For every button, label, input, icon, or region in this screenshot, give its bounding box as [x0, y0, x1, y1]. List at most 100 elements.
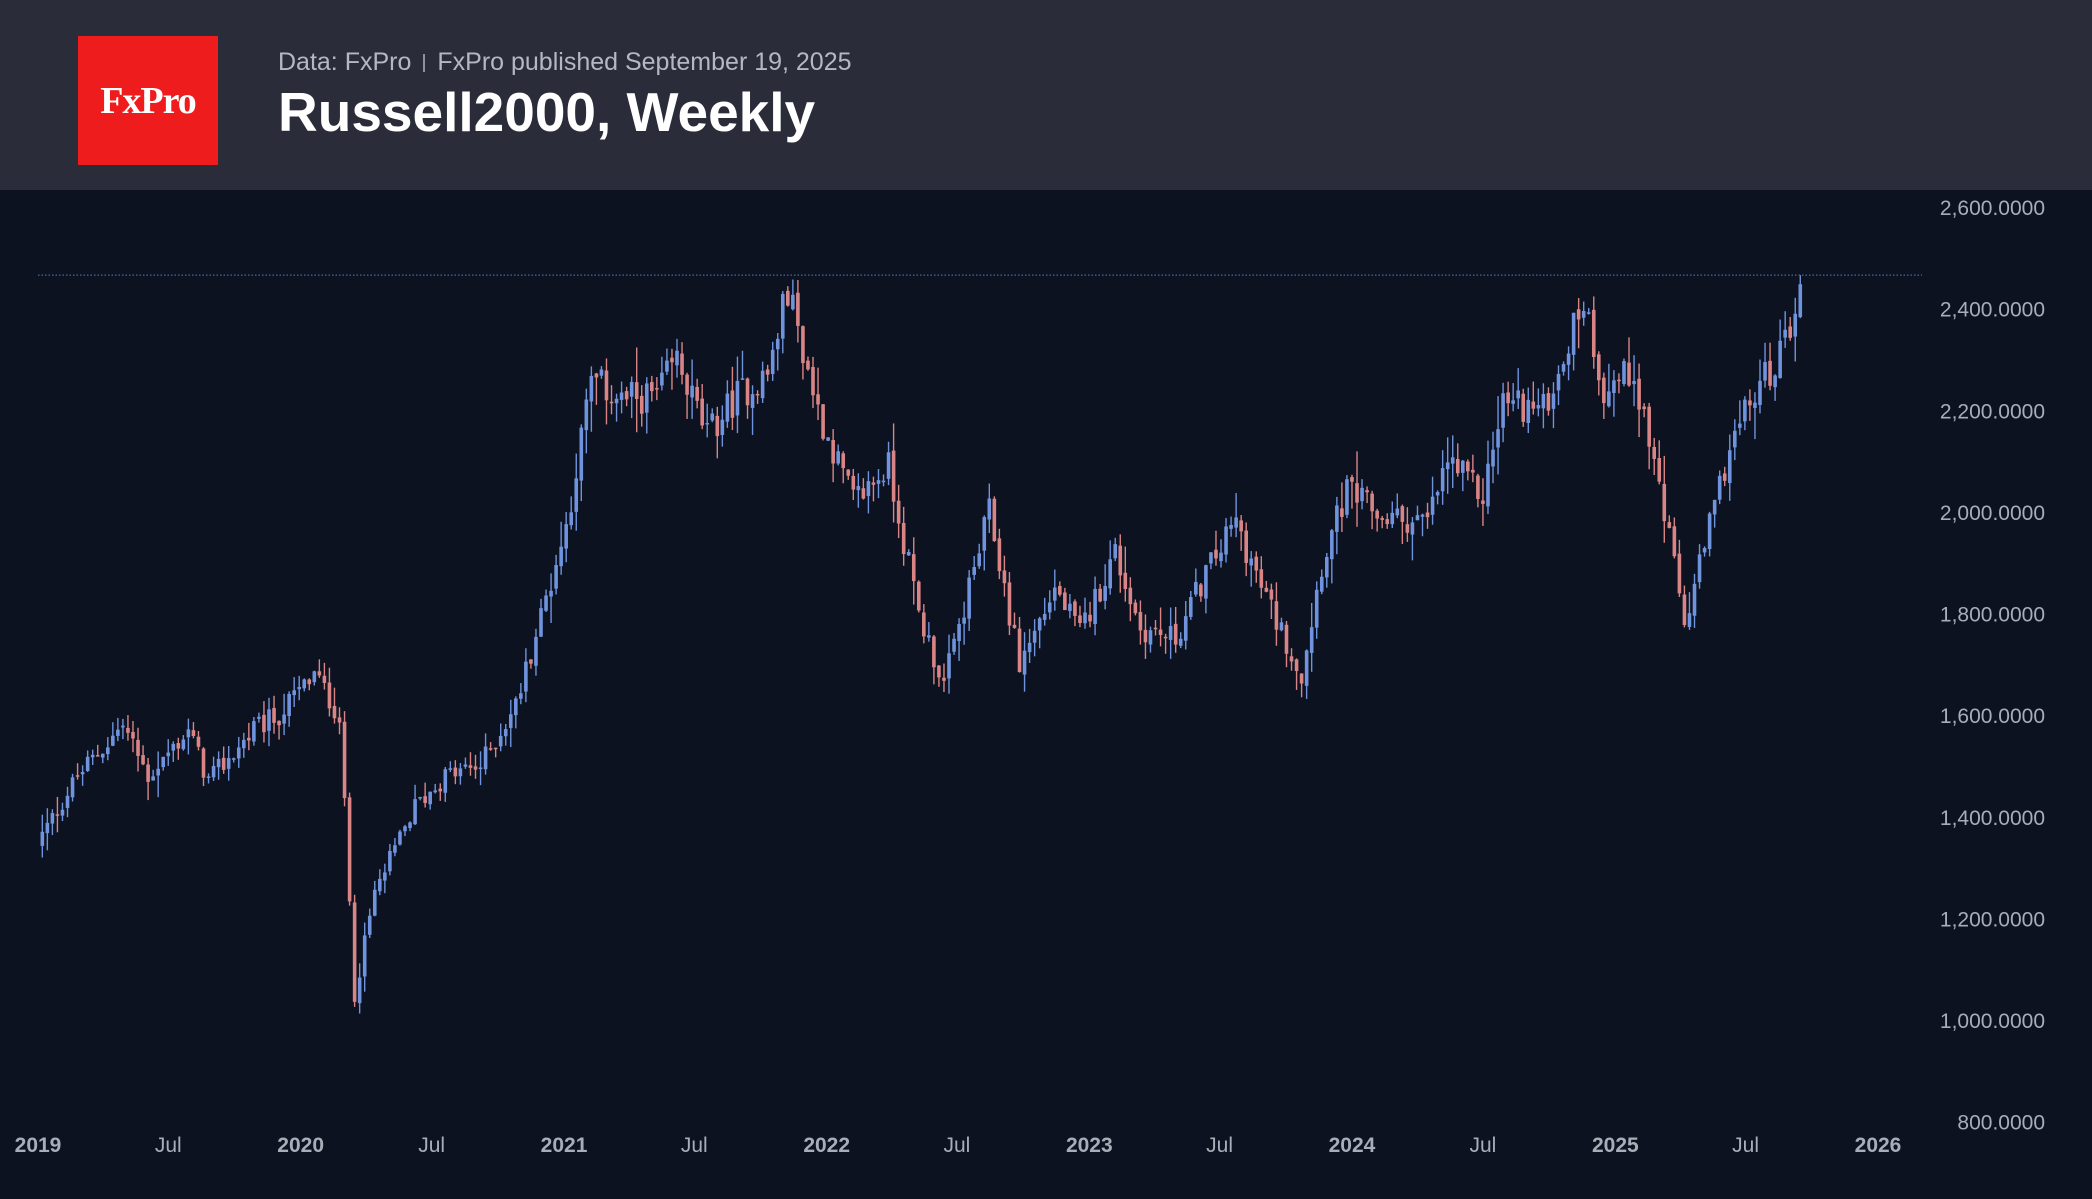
candle-body [121, 725, 125, 728]
candle-body [1335, 505, 1339, 532]
candle-body [775, 338, 780, 350]
candle-body [423, 796, 427, 804]
candle-body [1753, 402, 1757, 408]
candle-body [1581, 310, 1586, 318]
candle-body [841, 453, 846, 469]
candle-body [231, 758, 236, 760]
candle-body [1284, 624, 1289, 654]
candle-body [932, 636, 936, 668]
candle-body [1733, 430, 1737, 448]
candle-body [650, 382, 654, 392]
candle-body [644, 383, 649, 413]
candle-body [302, 679, 307, 689]
candle-body [1229, 525, 1233, 529]
candle-body [106, 747, 110, 755]
candle-body [1365, 490, 1369, 493]
chart-area[interactable]: 2,600.0000 2,400.0000 2,200.0000 2,000.0000… [0, 190, 2092, 1194]
candle-body [156, 768, 160, 776]
candle-body [755, 393, 760, 396]
y-tick-label: 800.0000 [1957, 1112, 2045, 1135]
candle-body [1345, 479, 1349, 515]
candle-body [1340, 508, 1344, 517]
candles-group [40, 275, 1803, 1014]
candle-body [393, 845, 397, 853]
candle-body [65, 795, 70, 808]
candle-body [1793, 313, 1798, 337]
y-tick-label: 1,800.0000 [1940, 604, 2045, 627]
candle-body [806, 360, 810, 370]
candle-body [1536, 405, 1541, 409]
candle-body [1319, 576, 1324, 592]
candle-body [1324, 557, 1329, 578]
candle-body [141, 755, 145, 765]
y-tick-label: 2,400.0000 [1940, 299, 2045, 322]
candle-body [1496, 429, 1500, 448]
candle-body [40, 831, 45, 846]
candle-body [1617, 379, 1621, 382]
candle-body [655, 388, 659, 390]
candle-body [786, 290, 790, 306]
candle-body [488, 748, 493, 750]
y-tick-label: 1,200.0000 [1940, 908, 2045, 931]
candle-body [836, 451, 840, 464]
candle-body [634, 382, 639, 400]
separator [423, 53, 426, 72]
x-tick-label: Jul [1206, 1134, 1233, 1157]
candle-body [1571, 312, 1576, 355]
candle-body [1486, 463, 1490, 507]
candle-body [624, 391, 629, 400]
candle-body [388, 850, 392, 872]
candle-body [413, 799, 417, 825]
candle-body [1642, 406, 1646, 410]
candle-body [1183, 616, 1188, 641]
candle-body [136, 739, 140, 756]
candle-body [1531, 401, 1536, 409]
candle-body [1440, 468, 1445, 492]
candle-body [1546, 393, 1551, 411]
candle-body [151, 776, 155, 781]
candle-body [896, 500, 901, 524]
candle-body [1224, 526, 1228, 555]
candle-body [1511, 400, 1515, 404]
candle-body [1158, 629, 1163, 636]
candle-body [448, 768, 453, 770]
candle-body [962, 617, 966, 624]
candle-body [242, 739, 246, 749]
candle-body [992, 498, 997, 542]
candle-body [337, 717, 342, 723]
candle-body [1435, 492, 1440, 496]
candlestick-chart[interactable]: 2,600.0000 2,400.0000 2,200.0000 2,000.0000… [0, 190, 2092, 1194]
candle-body [1702, 548, 1707, 553]
candle-body [524, 661, 528, 692]
candle-body [1697, 554, 1702, 583]
candle-body [1249, 558, 1254, 566]
candle-body [514, 698, 518, 716]
candle-body [1727, 450, 1732, 484]
candle-body [1219, 552, 1223, 562]
candle-body [1425, 512, 1430, 518]
candle-body [1375, 510, 1379, 519]
chart-title: Russell2000, Weekly [278, 81, 816, 143]
candle-body [307, 679, 312, 685]
candle-body [911, 554, 916, 582]
candle-body [1556, 373, 1561, 391]
candle-body [221, 757, 226, 770]
candle-body [725, 393, 730, 422]
candle-body [1017, 628, 1022, 672]
candle-body [1707, 513, 1712, 550]
candle-body [433, 790, 438, 793]
candle-body [977, 553, 982, 567]
data-source-label: Data: FxPro [278, 48, 412, 76]
candle-body [599, 369, 604, 376]
candle-body [483, 746, 488, 770]
candle-body [85, 756, 90, 771]
candle-body [211, 765, 216, 778]
candle-body [277, 720, 281, 726]
candle-body [1450, 457, 1455, 464]
candle-body [796, 292, 800, 326]
candle-body [196, 736, 201, 747]
candle-body [75, 775, 80, 777]
candle-body [690, 385, 694, 398]
candle-body [267, 709, 271, 731]
candle-body [1052, 587, 1057, 601]
